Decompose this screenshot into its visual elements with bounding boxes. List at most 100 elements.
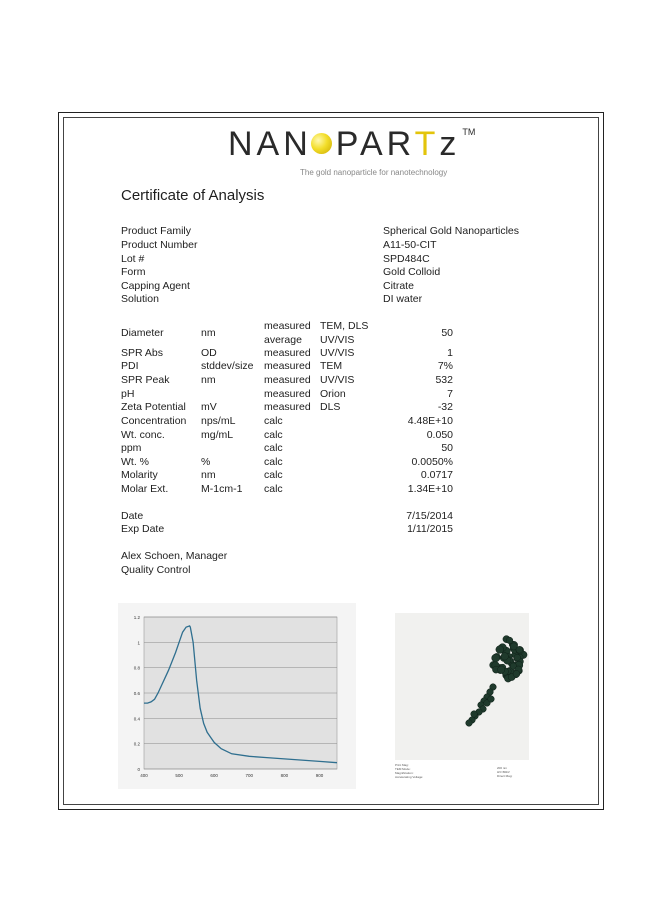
property-name: Diameter	[121, 327, 164, 339]
property-technique: TEM	[320, 360, 343, 372]
property-value: 0.0050%	[411, 456, 453, 468]
property-name: Wt. conc.	[121, 429, 165, 441]
property-value: 4.48E+10	[407, 415, 453, 427]
logo-text-left: NAN	[228, 125, 312, 163]
property-method: measured	[264, 388, 311, 400]
tem-micrograph	[395, 613, 529, 760]
certificate-border-outer	[58, 112, 604, 810]
property-unit: nps/mL	[201, 415, 236, 427]
tem-caption-line: Print Mag:	[395, 763, 409, 767]
property-unit: M-1cm-1	[201, 483, 243, 495]
property-value: 0.0717	[420, 469, 453, 481]
logo-tagline: The gold nanoparticle for nanotechnology	[300, 168, 448, 177]
property-name: ppm	[121, 442, 142, 454]
property-unit: nm	[201, 374, 216, 386]
product-info-label: Form	[121, 266, 146, 278]
tem-caption-line: Accelerating Voltage:	[395, 775, 424, 779]
property-method: measured	[264, 320, 311, 332]
property-name: Concentration	[121, 415, 187, 427]
logo-text-right: PAR	[335, 125, 415, 163]
y-tick-label: 0.6	[134, 691, 141, 696]
property-name: Zeta Potential	[121, 401, 186, 413]
nanoparticle	[509, 642, 518, 651]
property-method: calc	[264, 415, 283, 427]
y-tick-label: 1.2	[134, 615, 141, 620]
nanoparticle	[491, 653, 500, 663]
date-label: Exp Date	[121, 523, 165, 535]
x-tick-label: 600	[210, 773, 218, 778]
certificate-border-inner	[63, 117, 599, 805]
tem-caption-line: 200 nm	[497, 766, 508, 770]
property-name: Molar Ext.	[121, 483, 169, 495]
x-tick-label: 700	[246, 773, 254, 778]
property-value: -32	[437, 401, 453, 413]
nanoparticle	[465, 719, 473, 727]
property-method: measured	[264, 347, 311, 359]
logo-text-t: T	[414, 125, 440, 163]
property-value: 7%	[437, 360, 453, 372]
y-tick-label: 0.2	[134, 742, 141, 747]
product-info-label: Solution	[121, 293, 159, 305]
property-unit: stddev/size	[201, 360, 254, 372]
property-unit: nm	[201, 469, 216, 481]
nanopartz-logo: NAN PARTz TM	[228, 127, 475, 161]
property-method: calc	[264, 469, 283, 481]
nanoparticle	[495, 645, 504, 654]
nanoparticle	[515, 646, 523, 654]
property-value: 7	[447, 388, 453, 400]
signatory-name: Alex Schoen, Manager	[121, 550, 228, 562]
property-unit: nm	[201, 327, 216, 339]
property-unit: mV	[201, 401, 217, 413]
product-info-value: Gold Colloid	[383, 266, 441, 278]
x-tick-label: 400	[140, 773, 148, 778]
product-info-value: Spherical Gold Nanoparticles	[383, 225, 519, 237]
property-technique: DLS	[320, 401, 341, 413]
nanoparticle	[506, 636, 514, 644]
property-technique: TEM, DLS	[320, 320, 369, 332]
property-name: Molarity	[121, 469, 158, 481]
property-method: measured	[264, 401, 311, 413]
property-name: SPR Abs	[121, 347, 164, 359]
property-value: 1	[447, 347, 453, 359]
nanoparticle	[513, 654, 521, 662]
nanoparticle	[497, 665, 506, 674]
product-info-label: Product Number	[121, 239, 198, 251]
product-info-label: Lot #	[121, 253, 145, 265]
date-value: 7/15/2014	[406, 510, 453, 522]
gold-ball-icon	[310, 133, 332, 154]
y-tick-label: 0.8	[134, 666, 141, 671]
property-method: average	[264, 334, 302, 346]
tem-caption-line: TEM Mode:	[395, 767, 411, 771]
property-value: 532	[435, 374, 453, 386]
property-method: calc	[264, 456, 283, 468]
property-method: calc	[264, 483, 283, 495]
property-technique: UV/VIS	[320, 347, 355, 359]
property-unit: mg/mL	[201, 429, 234, 441]
tem-caption-line: HV=80kV	[497, 770, 510, 774]
signatory-department: Quality Control	[121, 564, 191, 576]
date-value: 1/11/2015	[407, 523, 453, 535]
product-info-label: Capping Agent	[121, 280, 190, 292]
product-info-value: SPD484C	[383, 253, 430, 265]
x-tick-label: 500	[175, 773, 183, 778]
property-value: 0.050	[426, 429, 453, 441]
property-name: SPR Peak	[121, 374, 170, 386]
product-info-label: Product Family	[121, 225, 192, 237]
product-info-value: A11-50-CIT	[383, 239, 437, 251]
tem-caption-line: Direct Mag:	[497, 774, 513, 778]
product-info-value: Citrate	[383, 280, 414, 292]
uv-vis-spectrum-chart: 0 0.2 0.4 0.6 0.8 1 1.2 400 500 600 700 800 900	[118, 603, 356, 789]
tem-particles-svg	[465, 635, 528, 727]
property-name: pH	[121, 388, 135, 400]
spectrum-svg: 0 0.2 0.4 0.6 0.8 1 1.2 400 500 600 700 800 900	[134, 615, 338, 778]
property-method: measured	[264, 360, 311, 372]
property-method: calc	[264, 429, 283, 441]
property-unit: %	[201, 456, 211, 468]
nanoparticle	[500, 652, 509, 661]
property-value: 50	[441, 327, 453, 339]
y-tick-label: 1	[137, 640, 140, 645]
property-technique: UV/VIS	[320, 374, 355, 386]
nanoparticle	[509, 662, 517, 670]
product-info-value: DI water	[383, 293, 423, 305]
y-tick-label: 0.4	[134, 716, 141, 721]
